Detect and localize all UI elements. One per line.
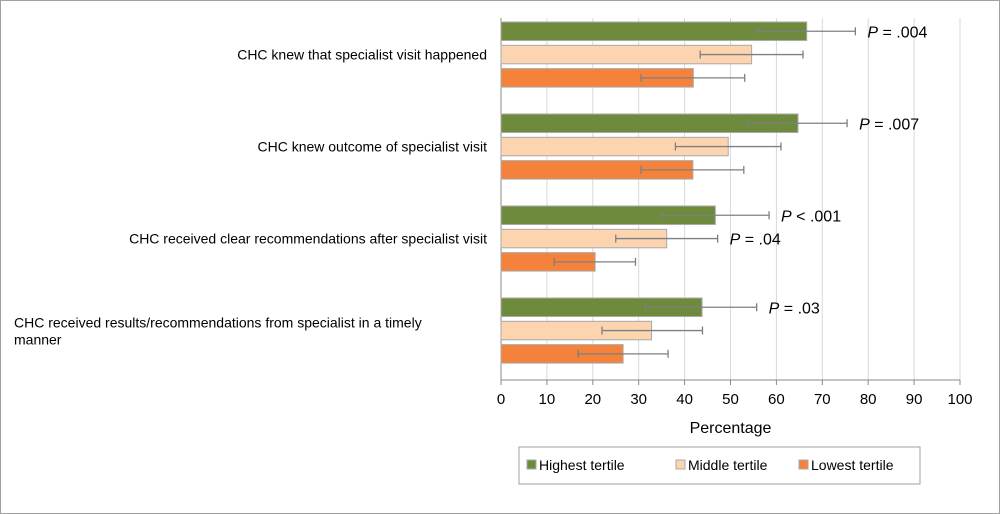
p-value-annotation: P = .007 (859, 116, 919, 133)
x-axis-label: Percentage (690, 420, 772, 437)
x-tick-label: 90 (906, 391, 923, 408)
p-value-annotation: P < .001 (781, 208, 841, 225)
x-tick-label: 10 (539, 391, 556, 408)
legend-label: Highest tertile (539, 457, 625, 473)
x-tick-label: 80 (860, 391, 877, 408)
x-tick-label: 60 (768, 391, 785, 408)
x-tick-label: 40 (676, 391, 693, 408)
legend-label: Lowest tertile (811, 457, 894, 473)
legend-swatch (526, 459, 537, 470)
x-tick-label: 0 (497, 391, 505, 408)
category-label: CHC knew that specialist visit happened (237, 46, 487, 62)
x-tick-label: 20 (584, 391, 601, 408)
p-value-annotation: P = .04 (730, 232, 781, 249)
legend-swatch (675, 459, 686, 470)
category-label: CHC received results/recommendations fro… (14, 314, 422, 347)
x-tick-label: 30 (630, 391, 647, 408)
legend-swatch (798, 459, 809, 470)
legend-label: Middle tertile (688, 457, 768, 473)
legend-box (518, 446, 921, 485)
p-value-annotation: P = .004 (867, 24, 927, 41)
x-tick-label: 50 (722, 391, 739, 408)
category-label: CHC received clear recommendations after… (129, 230, 487, 246)
p-value-annotation: P = .03 (769, 300, 820, 317)
category-label: CHC knew outcome of specialist visit (257, 138, 487, 154)
x-tick-label: 70 (814, 391, 831, 408)
x-tick-label: 100 (947, 391, 972, 408)
